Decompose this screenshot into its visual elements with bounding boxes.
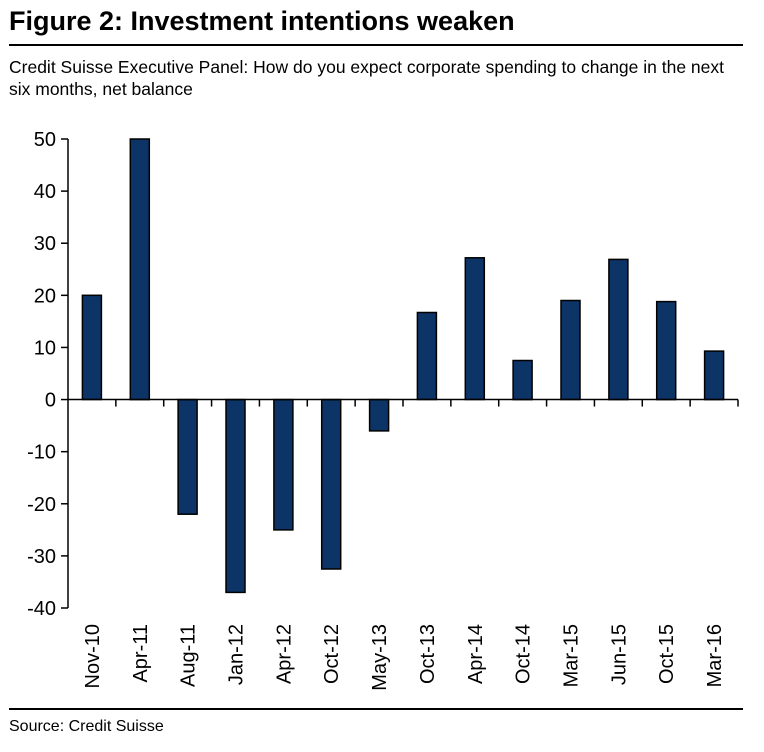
y-tick-label: -40 [27, 598, 56, 620]
bar-May-13 [368, 398, 390, 432]
bar-Apr-14 [464, 257, 486, 401]
y-tick-label: -10 [27, 442, 56, 464]
source-note: Source: Credit Suisse [9, 718, 164, 735]
title-divider [9, 44, 743, 46]
x-tick-label: Oct-13 [417, 624, 439, 684]
x-tick-label: Apr-11 [130, 624, 152, 683]
x-tick-label: Nov-10 [82, 624, 104, 688]
bar-Oct-14 [512, 359, 533, 401]
y-tick-label: 30 [34, 233, 56, 255]
x-tick-label: Jun-15 [608, 624, 630, 685]
bar-Jun-15 [608, 258, 629, 401]
y-tick-label: 20 [34, 285, 56, 307]
bar-Mar-15 [560, 299, 581, 401]
bar-Oct-13 [416, 311, 438, 401]
y-tick-label: 10 [34, 337, 56, 359]
footer-divider [9, 708, 743, 710]
x-tick-label: Oct-12 [321, 624, 343, 684]
bar-Aug-11 [177, 398, 198, 515]
x-tick-label: Mar-15 [561, 624, 583, 687]
y-tick-label: -20 [27, 494, 56, 516]
x-tick-label: Apr-12 [273, 624, 295, 684]
y-tick-label: 50 [34, 129, 56, 151]
y-tick-label: 0 [45, 390, 56, 412]
x-tick-label: Aug-11 [178, 624, 200, 687]
figure-title: Figure 2: Investment intentions weaken [9, 6, 515, 36]
bar-Oct-12 [320, 398, 342, 570]
y-tick-label: -30 [27, 546, 56, 568]
figure-subtitle: Credit Suisse Executive Panel: How do yo… [9, 57, 725, 99]
x-tick-label: May-13 [369, 624, 391, 691]
bar-chart: 50 40 30 20 10 0 -10 -20 -30 -40 Nov-10 Apr-11 Aug-1… [27, 129, 739, 691]
x-tick-label: Jan-12 [226, 624, 248, 685]
bar-Mar-16 [703, 350, 725, 401]
bar-Apr-12 [273, 398, 294, 531]
bar-Apr-11 [129, 138, 151, 401]
bar-Nov-10 [81, 294, 103, 401]
y-tick-label: 40 [34, 181, 56, 203]
x-tick-label: Mar-16 [704, 624, 726, 687]
x-tick-label: Oct-14 [513, 624, 535, 684]
bar-Oct-15 [655, 300, 677, 401]
bar-Jan-12 [225, 398, 246, 594]
x-tick-label: Oct-15 [656, 624, 678, 684]
x-tick-label: Apr-14 [465, 624, 487, 684]
